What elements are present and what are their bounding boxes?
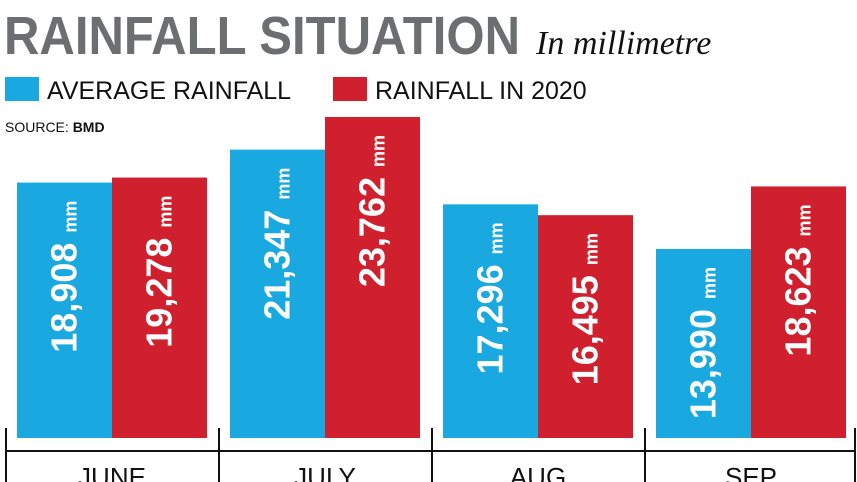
source-label: SOURCE: [5, 119, 69, 135]
value-number: 13,990 [683, 309, 724, 419]
value-label: 19,278 mm [139, 196, 180, 348]
value-label: 17,296 mm [470, 222, 511, 374]
value-unit: mm [487, 222, 507, 254]
bar [325, 117, 420, 438]
bar [656, 249, 751, 438]
value-label: 18,908 mm [44, 201, 85, 353]
bar [230, 149, 325, 438]
value-number: 19,278 [139, 238, 180, 348]
value-number: 23,762 [352, 177, 393, 287]
legend-swatch [333, 77, 367, 101]
legend-label: RAINFALL IN 2020 [375, 77, 587, 105]
value-label: 13,990 mm [683, 267, 724, 419]
legend-swatch [5, 77, 39, 101]
x-tick-label: AUG [510, 462, 566, 482]
value-unit: mm [274, 168, 294, 200]
value-unit: mm [369, 135, 389, 167]
value-number: 21,347 [257, 210, 298, 320]
value-unit: mm [700, 267, 720, 299]
bar [112, 177, 207, 438]
chart-title: RAINFALL SITUATION [4, 6, 520, 66]
x-tick-label: JUNE [78, 462, 146, 482]
value-label: 16,495 mm [565, 233, 606, 385]
value-number: 18,623 [778, 246, 819, 356]
value-unit: mm [156, 196, 176, 228]
chart-subtitle: In millimetre [535, 25, 711, 62]
value-number: 17,296 [470, 264, 511, 374]
value-label: 18,623 mm [778, 204, 819, 356]
source: SOURCE: BMD [5, 119, 105, 135]
legend-label: AVERAGE RAINFALL [47, 77, 291, 105]
value-number: 18,908 [44, 243, 85, 353]
source-name: BMD [73, 119, 105, 135]
value-label: 23,762 mm [352, 135, 393, 287]
value-unit: mm [61, 201, 81, 233]
value-label: 21,347 mm [257, 168, 298, 320]
value-unit: mm [582, 233, 602, 265]
x-tick-label: SEP [725, 462, 777, 482]
bar [538, 215, 633, 438]
bar [17, 182, 112, 438]
x-tick-label: JULY [294, 462, 356, 482]
value-number: 16,495 [565, 275, 606, 385]
value-unit: mm [795, 204, 815, 236]
bar [443, 204, 538, 438]
bar [751, 186, 846, 438]
